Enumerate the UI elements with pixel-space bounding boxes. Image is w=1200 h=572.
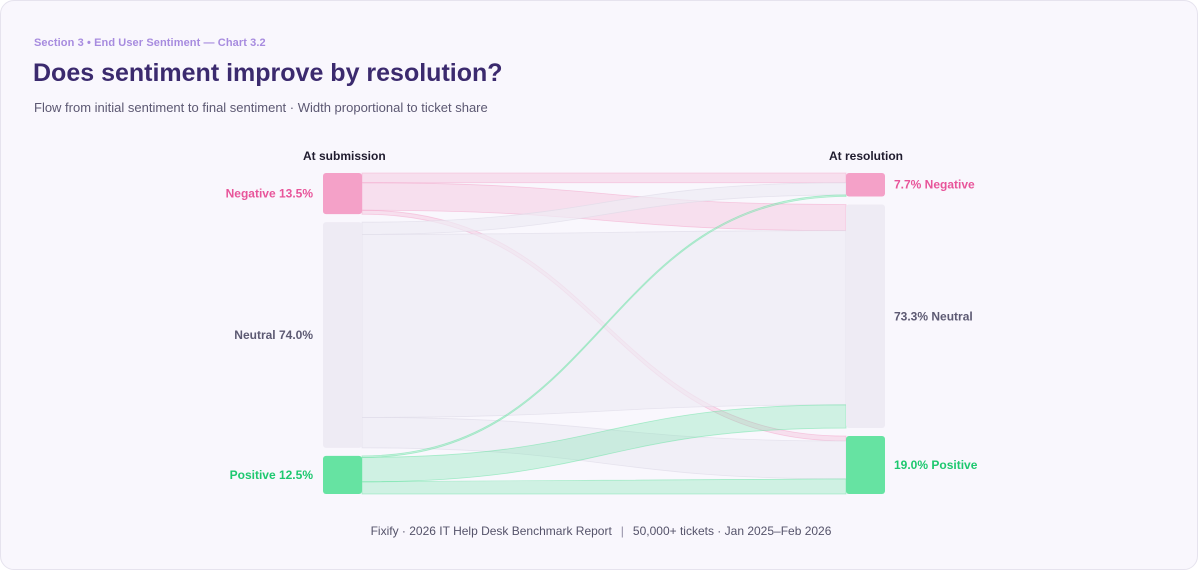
node-label-source-pos: Positive 12.5%: [230, 468, 314, 482]
footer-sample: 50,000+ tickets · Jan 2025–Feb 2026: [632, 524, 832, 538]
chart-subtitle: Flow from initial sentiment to final sen…: [34, 100, 488, 115]
column-label-resolution: At resolution: [829, 149, 903, 163]
chart-title: Does sentiment improve by resolution?: [33, 59, 503, 87]
flow-pos-to-pos: [361, 478, 847, 495]
section-eyebrow: Section 3 • End User Sentiment — Chart 3…: [34, 37, 266, 49]
node-target-neg: [846, 173, 885, 197]
flow-neu-to-neu: [361, 230, 847, 418]
flow-pos-to-neg: [361, 194, 847, 458]
node-label-target-neu: 73.3% Neutral: [894, 309, 973, 323]
node-label-target-neg: 7.7% Negative: [894, 178, 975, 192]
flow-pos-to-neu: [361, 404, 847, 483]
node-target-pos: [846, 436, 885, 494]
node-label-source-neg: Negative 13.5%: [226, 187, 314, 201]
node-source-pos: [323, 455, 362, 494]
footer: Fixify · 2026 IT Help Desk Benchmark Rep…: [1, 524, 1200, 538]
node-target-neu: [846, 204, 885, 429]
flow-neg-to-neg: [361, 172, 847, 184]
node-label-source-neu: Neutral 74.0%: [234, 328, 313, 342]
node-source-neg: [323, 173, 362, 215]
footer-source: Fixify · 2026 IT Help Desk Benchmark Rep…: [370, 524, 612, 538]
node-label-target-pos: 19.0% Positive: [894, 458, 978, 472]
node-source-neu: [323, 222, 362, 448]
column-label-submission: At submission: [303, 149, 386, 163]
footer-separator: |: [620, 524, 624, 538]
